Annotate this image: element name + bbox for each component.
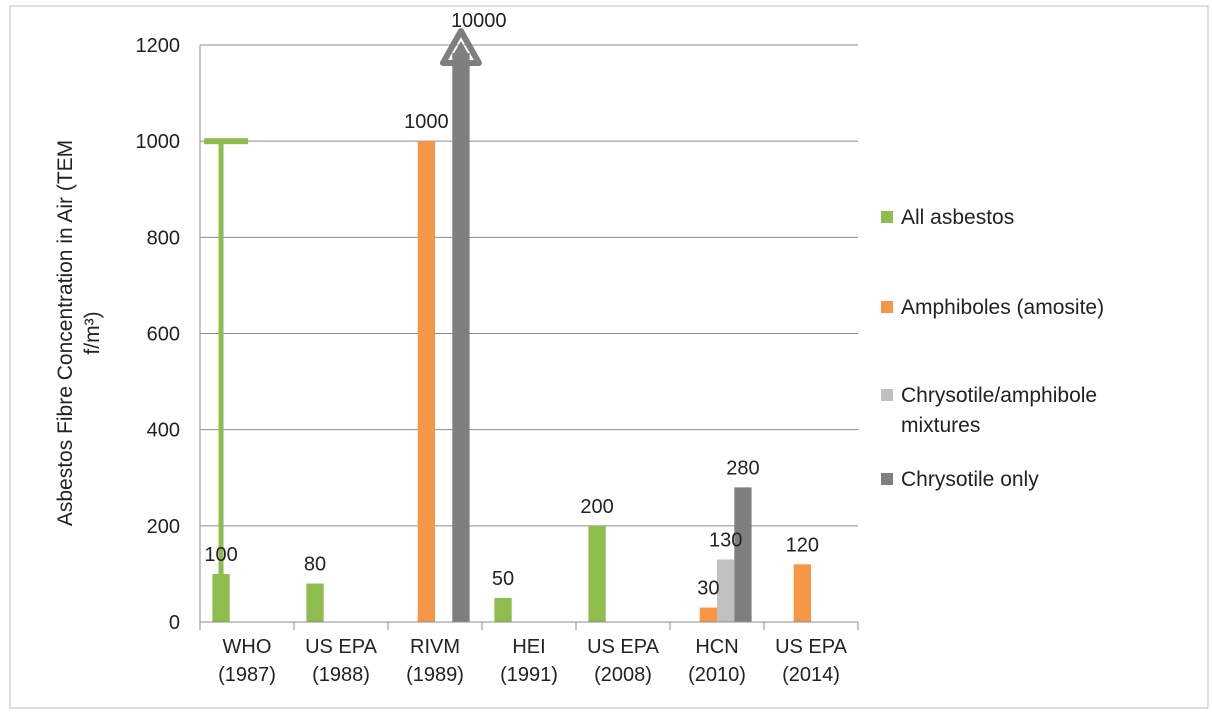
- data-label: 200: [580, 496, 613, 518]
- data-label: 100: [204, 544, 237, 566]
- data-label: 10000: [451, 10, 507, 32]
- data-label: 80: [304, 554, 326, 576]
- data-label: 50: [492, 568, 514, 590]
- overflow-arrow-head: [451, 41, 470, 57]
- y-tick-label: 200: [147, 516, 180, 538]
- bar-amphiboles-amosite-6: [793, 564, 811, 622]
- bar-chrysotile-amphibole-mixtures-5: [717, 559, 735, 622]
- range-bar-cap: [204, 138, 249, 145]
- x-tick-label: US EPA: [587, 636, 660, 658]
- x-tick-label: (1991): [500, 664, 558, 686]
- bar-all-asbestos-1: [306, 583, 324, 622]
- bars: [204, 28, 811, 622]
- legend-swatch-chrysotile-amphibole-mixtures: [881, 389, 893, 401]
- x-tick-label: (1989): [406, 664, 464, 686]
- data-label: 120: [786, 534, 819, 556]
- y-tick-label: 1000: [136, 131, 181, 153]
- legend: All asbestos Amphiboles (amosite) Chrysoti…: [881, 206, 1104, 491]
- y-axis-title-line: f/m³): [81, 311, 104, 354]
- axes: 0 200 400 600 800 1000 1200 WHO (1987) US EPA (198…: [54, 35, 859, 686]
- y-tick-label: 0: [169, 612, 180, 634]
- chart-border: [9, 5, 1209, 709]
- bar-all-asbestos-0: [212, 573, 230, 622]
- data-label: 280: [726, 457, 759, 479]
- data-labels: 100 80 1000 10000 50 200 30 130 280 120: [204, 10, 819, 600]
- y-tick-label: 600: [147, 324, 180, 346]
- x-tick-label: (1987): [218, 664, 276, 686]
- x-tick-label: (2010): [688, 664, 746, 686]
- legend-label: Chrysotile only: [901, 468, 1039, 491]
- y-tick-label: 400: [147, 420, 180, 442]
- data-label: 130: [709, 529, 742, 551]
- bar-all-asbestos-3: [494, 597, 512, 622]
- x-tick-label: (2008): [594, 664, 652, 686]
- bar-chrysotile-only-2: [452, 53, 470, 622]
- x-tick-label: US EPA: [775, 636, 848, 658]
- y-axis-title: Asbestos Fibre Concentration in Air (TEM…: [54, 140, 104, 526]
- legend-label: All asbestos: [901, 206, 1014, 229]
- range-bar-stem: [218, 141, 224, 574]
- legend-swatch-chrysotile-only: [881, 473, 893, 485]
- bar-amphiboles-amosite-5: [699, 607, 717, 622]
- bar-all-asbestos-4: [588, 525, 606, 622]
- y-tick-label: 800: [147, 227, 180, 249]
- data-label: 30: [697, 578, 719, 600]
- x-tick-label: WHO: [223, 636, 272, 658]
- overflow-arrow-icon: [439, 28, 482, 66]
- x-tick-label: (2014): [782, 664, 840, 686]
- x-tick-label: (1988): [312, 664, 370, 686]
- x-tick-label: US EPA: [305, 636, 378, 658]
- legend-label: mixtures: [901, 414, 980, 437]
- bar-chrysotile-only-5: [734, 487, 752, 622]
- legend-label: Chrysotile/amphibole: [901, 384, 1097, 407]
- x-tick-label: HCN: [695, 636, 738, 658]
- legend-swatch-amphiboles-amosite: [881, 301, 893, 313]
- bar-amphiboles-amosite-2: [417, 141, 435, 622]
- y-tick-label: 1200: [136, 35, 181, 57]
- y-axis-title-line: Asbestos Fibre Concentration in Air (TEM: [54, 140, 77, 526]
- x-tick-label: HEI: [512, 636, 545, 658]
- legend-swatch-all-asbestos: [881, 211, 893, 223]
- data-label: 1000: [404, 111, 449, 133]
- x-tick-label: RIVM: [410, 636, 460, 658]
- legend-label: Amphiboles (amosite): [901, 296, 1104, 319]
